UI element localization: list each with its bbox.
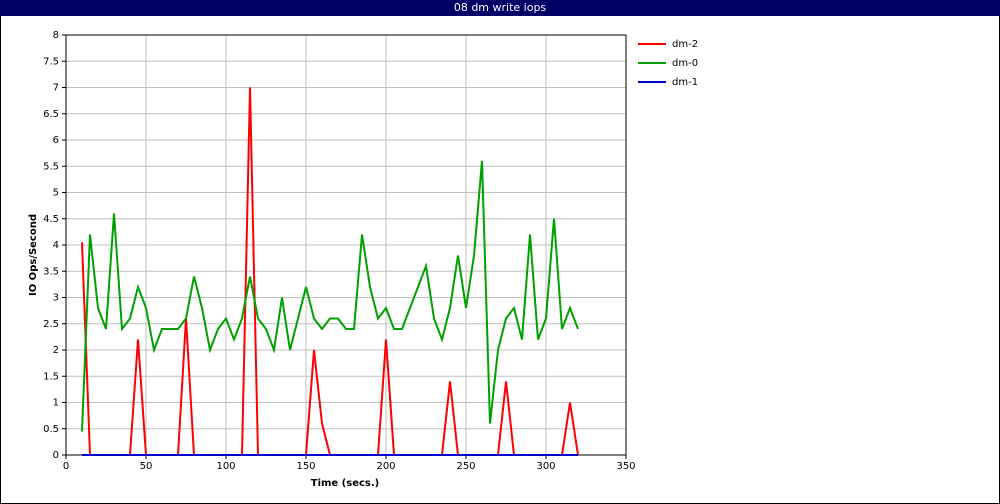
y-tick-label: 1 — [53, 398, 59, 409]
y-tick-label: 1.5 — [43, 371, 59, 382]
x-axis-label: Time (secs.) — [311, 478, 380, 489]
y-tick-label: 6.5 — [43, 109, 59, 120]
x-tick-label: 0 — [63, 461, 69, 472]
y-tick-label: 8 — [53, 30, 59, 41]
x-tick-label: 50 — [140, 461, 153, 472]
y-tick-label: 5 — [53, 188, 59, 199]
x-tick-label: 350 — [616, 461, 635, 472]
y-tick-label: 0 — [53, 450, 59, 461]
x-tick-label: 150 — [296, 461, 315, 472]
x-tick-label: 250 — [456, 461, 475, 472]
legend-label: dm-1 — [672, 77, 698, 88]
y-axis-label: IO Ops/Second — [28, 214, 39, 296]
y-tick-label: 5.5 — [43, 161, 59, 172]
y-tick-label: 3 — [53, 293, 59, 304]
y-tick-label: 2.5 — [43, 319, 59, 330]
legend-label: dm-0 — [672, 58, 698, 69]
x-tick-label: 200 — [376, 461, 395, 472]
y-tick-label: 4.5 — [43, 214, 59, 225]
y-tick-label: 4 — [53, 240, 59, 251]
series-line — [81, 160, 579, 432]
title-bar — [0, 0, 1000, 16]
legend-label: dm-2 — [672, 39, 698, 50]
y-tick-label: 7 — [53, 83, 59, 94]
y-tick-label: 7.5 — [43, 56, 59, 67]
x-tick-label: 100 — [216, 461, 235, 472]
y-tick-label: 6 — [53, 135, 59, 146]
chart-title: 08 dm write iops — [454, 1, 547, 14]
y-tick-label: 0.5 — [43, 424, 59, 435]
y-tick-label: 3.5 — [43, 266, 59, 277]
y-tick-label: 2 — [53, 345, 59, 356]
x-tick-label: 300 — [536, 461, 555, 472]
